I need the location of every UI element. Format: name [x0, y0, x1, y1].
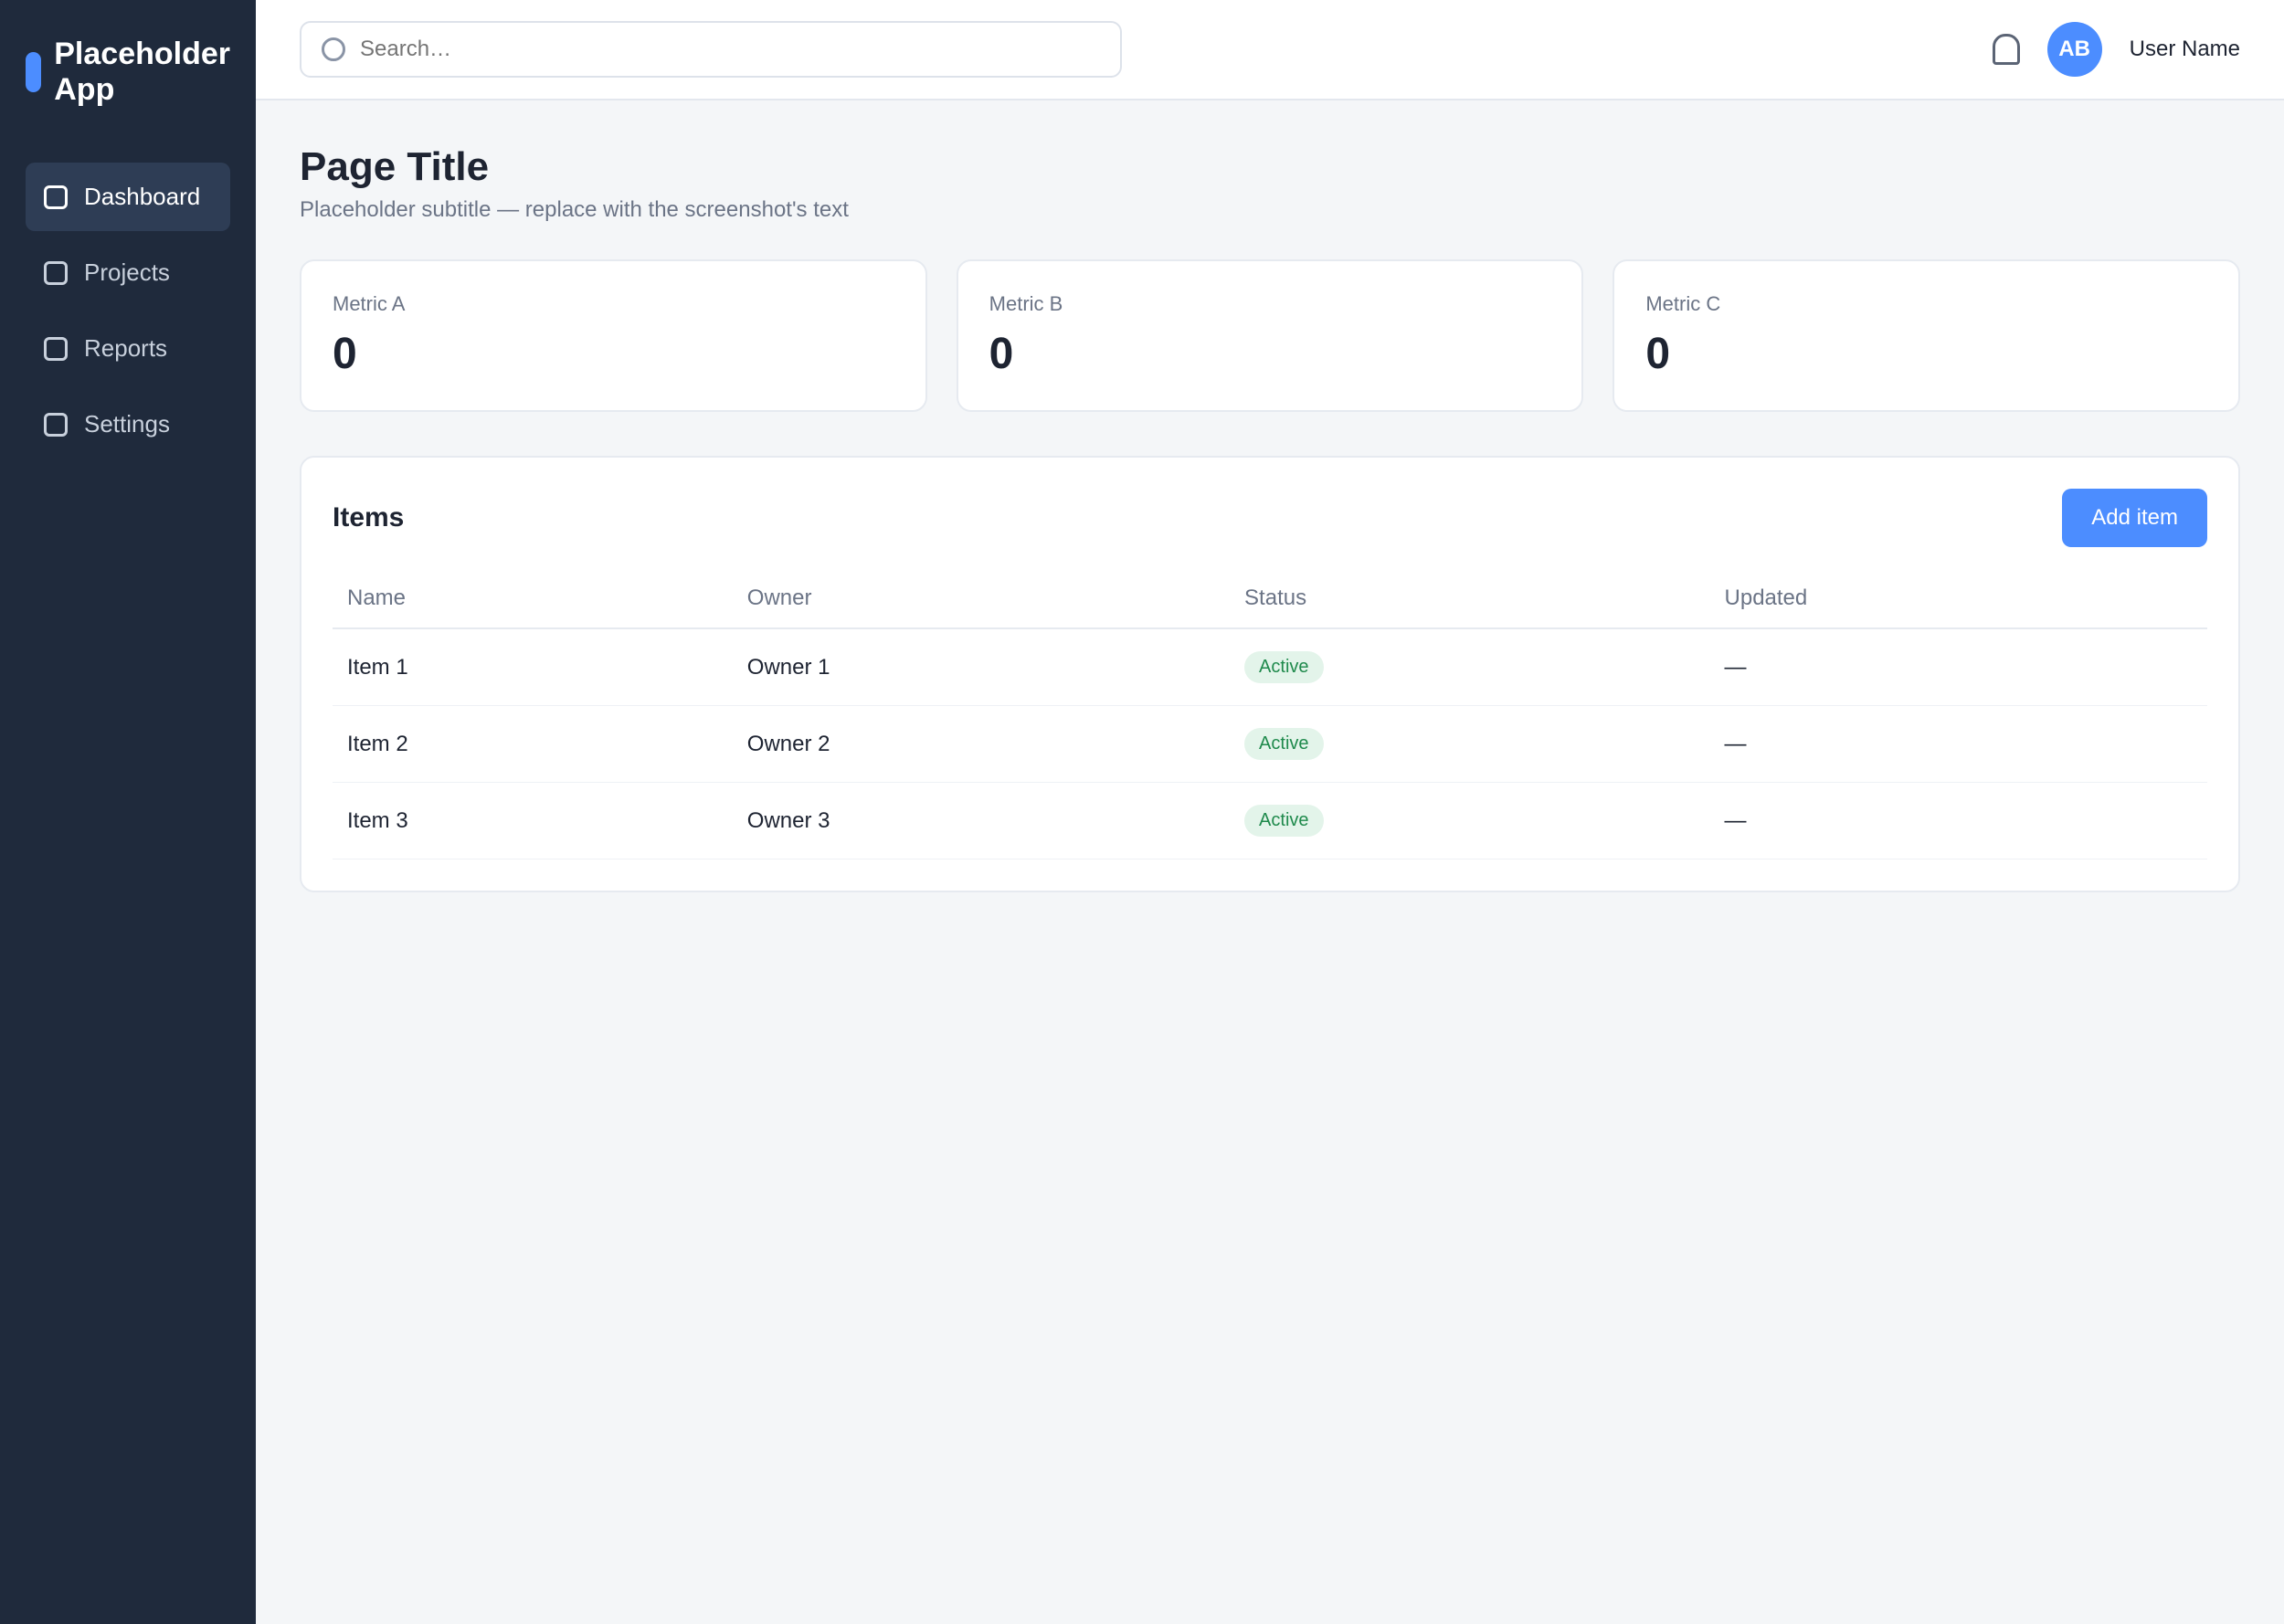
table-row[interactable]: Item 1 Owner 1 Active —	[333, 628, 2207, 706]
stat-card: Metric C 0	[1613, 259, 2241, 412]
status-badge: Active	[1244, 728, 1324, 760]
status-badge: Active	[1244, 805, 1324, 837]
sidebar: Placeholder App Dashboard Projects Repor…	[0, 0, 256, 1624]
search-icon	[322, 37, 345, 61]
items-table: Name Owner Status Updated Item 1 Owner 1…	[333, 569, 2207, 859]
main-content: Page Title Placeholder subtitle — replac…	[256, 100, 2284, 936]
bell-icon[interactable]	[1992, 34, 2020, 65]
sidebar-item-label: Settings	[84, 410, 170, 438]
search-input[interactable]	[360, 37, 1100, 62]
table-cell: Active	[1230, 705, 1710, 783]
stat-card: Metric B 0	[956, 259, 1584, 412]
sidebar-item-label: Reports	[84, 334, 168, 362]
topbar: AB User Name	[256, 0, 2284, 100]
user-name: User Name	[2129, 37, 2240, 61]
stat-label: Metric B	[989, 292, 1063, 315]
column-header[interactable]: Updated	[1709, 569, 2207, 629]
table-row[interactable]: Item 2 Owner 2 Active —	[333, 705, 2207, 783]
stat-value: 0	[989, 330, 1014, 378]
sidebar-item-label: Dashboard	[84, 183, 201, 210]
table-cell: —	[1709, 628, 2207, 706]
logo-icon	[26, 52, 42, 92]
chart-icon	[44, 336, 68, 361]
table-cell: Active	[1230, 628, 1710, 706]
folder-icon	[44, 260, 68, 285]
table-cell: —	[1709, 705, 2207, 783]
table-row[interactable]: Item 3 Owner 3 Active —	[333, 782, 2207, 859]
table-cell: Owner 2	[732, 705, 1231, 783]
status-badge: Active	[1244, 651, 1324, 683]
panel-header: Items Add item	[333, 489, 2207, 547]
column-header[interactable]: Status	[1230, 569, 1710, 629]
gear-icon	[44, 412, 68, 437]
avatar[interactable]: AB	[2046, 22, 2102, 77]
stat-label: Metric A	[333, 292, 406, 315]
sidebar-item-dashboard[interactable]: Dashboard	[26, 163, 230, 231]
brand[interactable]: Placeholder App	[26, 37, 230, 108]
stat-value: 0	[1645, 330, 1671, 378]
table-cell: Active	[1230, 782, 1710, 859]
brand-name: Placeholder App	[54, 37, 230, 107]
search-box[interactable]	[300, 21, 1122, 78]
column-header[interactable]: Owner	[732, 569, 1231, 629]
dashboard-icon	[44, 185, 68, 209]
table-cell: Owner 3	[732, 782, 1231, 859]
stat-label: Metric C	[1645, 292, 1721, 315]
table-cell: Owner 1	[732, 628, 1231, 706]
page-title: Page Title	[300, 144, 490, 189]
table-cell: Item 3	[333, 782, 733, 859]
stat-card: Metric A 0	[300, 259, 927, 412]
sidebar-item-reports[interactable]: Reports	[26, 314, 230, 383]
sidebar-item-projects[interactable]: Projects	[26, 238, 230, 307]
sidebar-item-settings[interactable]: Settings	[26, 390, 230, 459]
table-header-row: Name Owner Status Updated	[333, 569, 2207, 629]
page-subtitle: Placeholder subtitle — replace with the …	[300, 197, 849, 222]
stat-value: 0	[333, 330, 357, 378]
table-cell: —	[1709, 782, 2207, 859]
add-item-button[interactable]: Add item	[2062, 489, 2207, 547]
table-cell: Item 2	[333, 705, 733, 783]
sidebar-item-label: Projects	[84, 258, 170, 286]
items-panel: Items Add item Name Owner Status Updated…	[300, 456, 2240, 892]
column-header[interactable]: Name	[333, 569, 733, 629]
stat-cards: Metric A 0 Metric B 0 Metric C 0	[300, 259, 2241, 412]
panel-title: Items	[333, 502, 405, 533]
table-cell: Item 1	[333, 628, 733, 706]
